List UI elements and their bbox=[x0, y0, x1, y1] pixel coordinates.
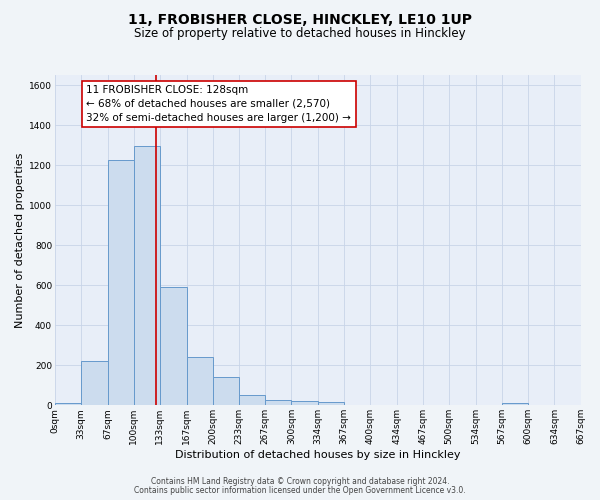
Bar bbox=[134, 146, 160, 406]
Text: 11, FROBISHER CLOSE, HINCKLEY, LE10 1UP: 11, FROBISHER CLOSE, HINCKLEY, LE10 1UP bbox=[128, 12, 472, 26]
Bar bbox=[160, 287, 187, 406]
Bar bbox=[55, 404, 81, 406]
Text: Contains HM Land Registry data © Crown copyright and database right 2024.: Contains HM Land Registry data © Crown c… bbox=[151, 477, 449, 486]
X-axis label: Distribution of detached houses by size in Hinckley: Distribution of detached houses by size … bbox=[175, 450, 460, 460]
Bar bbox=[502, 404, 528, 406]
Text: Contains public sector information licensed under the Open Government Licence v3: Contains public sector information licen… bbox=[134, 486, 466, 495]
Y-axis label: Number of detached properties: Number of detached properties bbox=[15, 152, 25, 328]
Bar bbox=[265, 400, 292, 406]
Bar bbox=[318, 402, 344, 406]
Bar bbox=[212, 378, 239, 406]
Bar bbox=[108, 160, 134, 406]
Bar bbox=[81, 362, 108, 406]
Bar bbox=[239, 396, 265, 406]
Bar bbox=[187, 357, 212, 406]
Text: Size of property relative to detached houses in Hinckley: Size of property relative to detached ho… bbox=[134, 28, 466, 40]
Text: 11 FROBISHER CLOSE: 128sqm
← 68% of detached houses are smaller (2,570)
32% of s: 11 FROBISHER CLOSE: 128sqm ← 68% of deta… bbox=[86, 85, 352, 123]
Bar bbox=[292, 402, 318, 406]
